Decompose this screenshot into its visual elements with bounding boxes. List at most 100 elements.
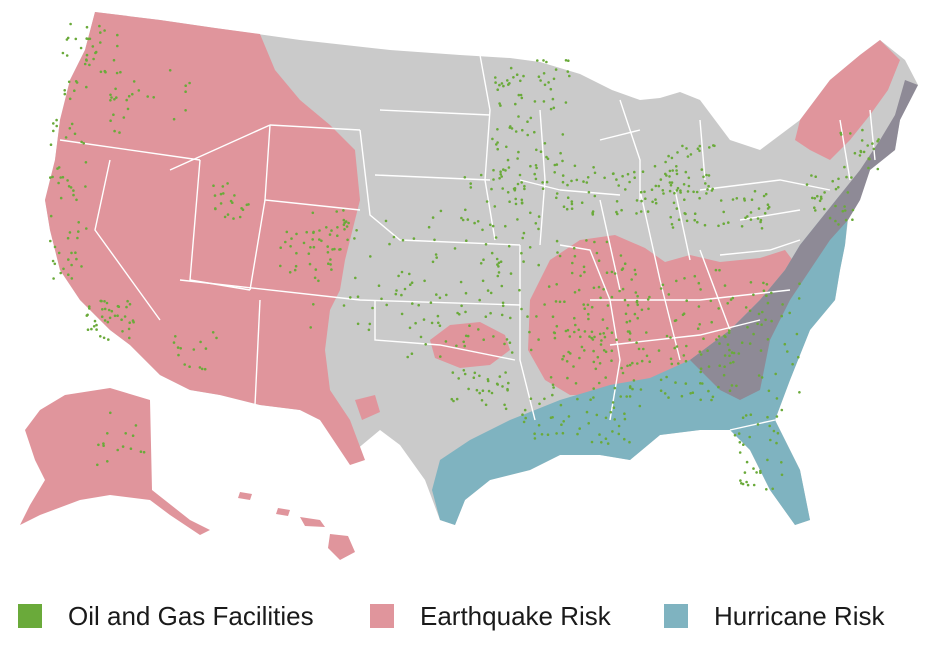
facility-dot bbox=[765, 283, 769, 286]
facility-dot bbox=[520, 181, 523, 184]
facility-dot bbox=[564, 101, 568, 104]
facility-dot bbox=[317, 279, 320, 283]
facility-dot bbox=[109, 411, 112, 415]
facility-dot bbox=[572, 246, 576, 250]
facility-dot bbox=[219, 192, 223, 196]
facility-dot bbox=[410, 281, 414, 285]
facility-dot bbox=[515, 73, 519, 76]
facility-dot bbox=[520, 198, 524, 202]
facility-dot bbox=[624, 312, 628, 316]
facility-dot bbox=[791, 362, 794, 366]
facility-dot bbox=[707, 365, 711, 368]
facility-dot bbox=[229, 199, 233, 203]
facility-dot bbox=[595, 413, 599, 417]
facility-dot bbox=[475, 388, 479, 392]
facility-dot bbox=[551, 393, 554, 397]
facility-dot bbox=[691, 391, 695, 395]
facility-dot bbox=[788, 311, 791, 315]
facility-dot bbox=[74, 80, 78, 83]
facility-dot bbox=[681, 144, 684, 148]
facility-dot bbox=[507, 166, 511, 169]
facility-dot bbox=[95, 323, 98, 327]
facility-dot bbox=[132, 80, 136, 83]
facility-dot bbox=[520, 96, 524, 100]
facility-dot bbox=[596, 355, 600, 359]
facility-dot bbox=[400, 270, 404, 274]
facility-dot bbox=[576, 432, 579, 436]
facility-dot bbox=[565, 360, 569, 363]
facility-dot bbox=[115, 71, 119, 75]
facility-dot bbox=[302, 241, 306, 245]
facility-dot bbox=[551, 416, 554, 419]
facility-dot bbox=[772, 429, 776, 433]
facility-dot bbox=[537, 75, 541, 78]
facility-dot bbox=[640, 308, 644, 312]
facility-dot bbox=[648, 360, 651, 364]
facility-dot bbox=[578, 356, 581, 360]
facility-dot bbox=[62, 267, 65, 271]
facility-dot bbox=[674, 381, 677, 384]
facility-dot bbox=[579, 335, 582, 339]
facility-dot bbox=[582, 265, 586, 269]
facility-dot bbox=[198, 366, 202, 369]
facility-dot bbox=[659, 378, 663, 382]
facility-dot bbox=[722, 210, 725, 214]
facility-dot bbox=[459, 280, 463, 284]
facility-dot bbox=[766, 203, 770, 206]
facility-dot bbox=[718, 268, 721, 272]
facility-dot bbox=[504, 371, 507, 374]
facility-dot bbox=[756, 423, 760, 426]
facility-dot bbox=[482, 338, 486, 342]
facility-dot bbox=[537, 423, 541, 427]
facility-dot bbox=[75, 198, 78, 202]
facility-dot bbox=[570, 271, 574, 275]
facility-dot bbox=[67, 258, 70, 261]
facility-dot bbox=[552, 106, 556, 110]
facility-dot bbox=[640, 199, 643, 203]
facility-dot bbox=[680, 394, 684, 398]
facility-dot bbox=[529, 164, 532, 168]
facility-dot bbox=[330, 268, 333, 271]
facility-dot bbox=[312, 231, 315, 235]
facility-dot bbox=[349, 296, 352, 299]
facility-dot bbox=[522, 231, 526, 235]
facility-dot bbox=[453, 247, 457, 250]
facility-dot bbox=[781, 303, 784, 306]
facility-dot bbox=[105, 301, 109, 305]
facility-dot bbox=[765, 488, 768, 491]
facility-dot bbox=[664, 160, 667, 164]
facility-dot bbox=[689, 392, 692, 395]
facility-dot bbox=[742, 443, 745, 447]
facility-dot bbox=[589, 398, 592, 402]
facility-dot bbox=[611, 401, 615, 404]
facility-dot bbox=[876, 167, 880, 171]
facility-dot bbox=[641, 170, 645, 173]
new-madrid-earthquake-zone bbox=[528, 235, 800, 395]
facility-dot bbox=[752, 483, 756, 487]
facility-dot bbox=[51, 259, 55, 263]
facility-dot bbox=[561, 159, 564, 163]
facility-dot bbox=[598, 362, 602, 365]
facility-dot bbox=[221, 185, 225, 188]
facility-dot bbox=[85, 314, 89, 317]
facility-dot bbox=[61, 175, 65, 179]
facility-dot bbox=[211, 331, 215, 334]
facility-dot bbox=[628, 395, 632, 398]
facility-dot bbox=[371, 306, 374, 310]
facility-dot bbox=[355, 229, 358, 232]
facility-dot bbox=[699, 370, 702, 374]
facility-dot bbox=[683, 198, 686, 201]
facility-dot bbox=[576, 397, 579, 401]
facility-dot bbox=[762, 289, 766, 293]
facility-dot bbox=[73, 89, 76, 92]
facility-dot bbox=[96, 463, 99, 467]
facility-dot bbox=[604, 437, 608, 441]
facility-dot bbox=[868, 157, 871, 161]
facility-dot bbox=[309, 246, 312, 249]
facility-dot bbox=[541, 181, 544, 184]
facility-dot bbox=[590, 330, 594, 334]
facility-dot bbox=[587, 190, 591, 194]
facility-dot bbox=[667, 293, 671, 296]
facility-dot bbox=[574, 382, 578, 385]
facility-dot bbox=[85, 227, 88, 230]
